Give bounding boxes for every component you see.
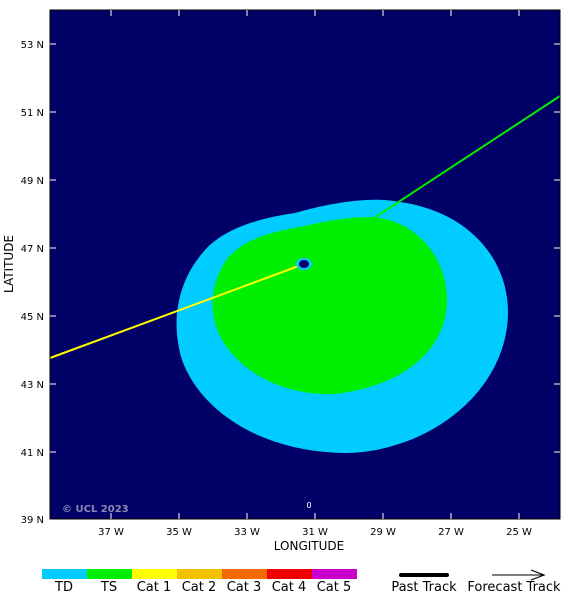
past-track-legend: Past Track [391,573,457,595]
legend-swatch-cat3 [222,569,267,579]
lon-label: 29 W [370,527,396,538]
map-frame [49,9,561,520]
legend-swatch-cat2 [177,569,222,579]
legend-swatch-cat4 [267,569,312,579]
lon-label: 35 W [166,527,192,538]
legend-label-ts: TS [100,580,117,595]
legend-label-cat4: Cat 4 [272,580,307,595]
lon-label: 37 W [98,527,124,538]
copyright-credit: © UCL 2023 [62,504,129,515]
lat-label: 39 N [21,515,44,526]
lat-label: 51 N [21,108,44,119]
legend-label-cat2: Cat 2 [182,580,217,595]
ts-wind-zone [212,217,447,395]
lat-label: 47 N [21,244,44,255]
legend-swatch-cat1 [132,569,177,579]
storm-eye [299,260,309,268]
lat-label: 45 N [21,312,44,323]
legend-swatch-td [42,569,87,579]
forecast-track-legend: Forecast Track [467,569,561,595]
legend-swatch-ts [87,569,132,579]
storm-number-label: 0 [306,501,311,510]
lat-label: 53 N [21,40,44,51]
lat-label: 41 N [21,448,44,459]
y-axis-title: LATITUDE [2,235,16,293]
lon-label: 25 W [506,527,532,538]
lon-label: 27 W [438,527,464,538]
lat-ticks [50,43,560,453]
lon-label: 31 W [302,527,328,538]
category-legend: TD TS Cat 1 Cat 2 Cat 3 Cat 4 Cat 5 [42,569,357,595]
lat-label: 49 N [21,176,44,187]
forecast-track-arrow-icon [530,569,546,581]
lon-ticks [110,10,520,519]
x-axis-title: LONGITUDE [274,539,344,553]
forecast-track-line [303,95,561,265]
legend-swatch-cat5 [312,569,357,579]
lon-label: 33 W [234,527,260,538]
legend-label-cat5: Cat 5 [317,580,352,595]
legend-label-cat1: Cat 1 [137,580,172,595]
lat-label: 43 N [21,380,44,391]
past-track-legend-label: Past Track [391,580,457,595]
forecast-track-legend-label: Forecast Track [467,580,561,595]
legend-label-td: TD [54,580,73,595]
legend-label-cat3: Cat 3 [227,580,262,595]
past-track-line [49,263,305,359]
